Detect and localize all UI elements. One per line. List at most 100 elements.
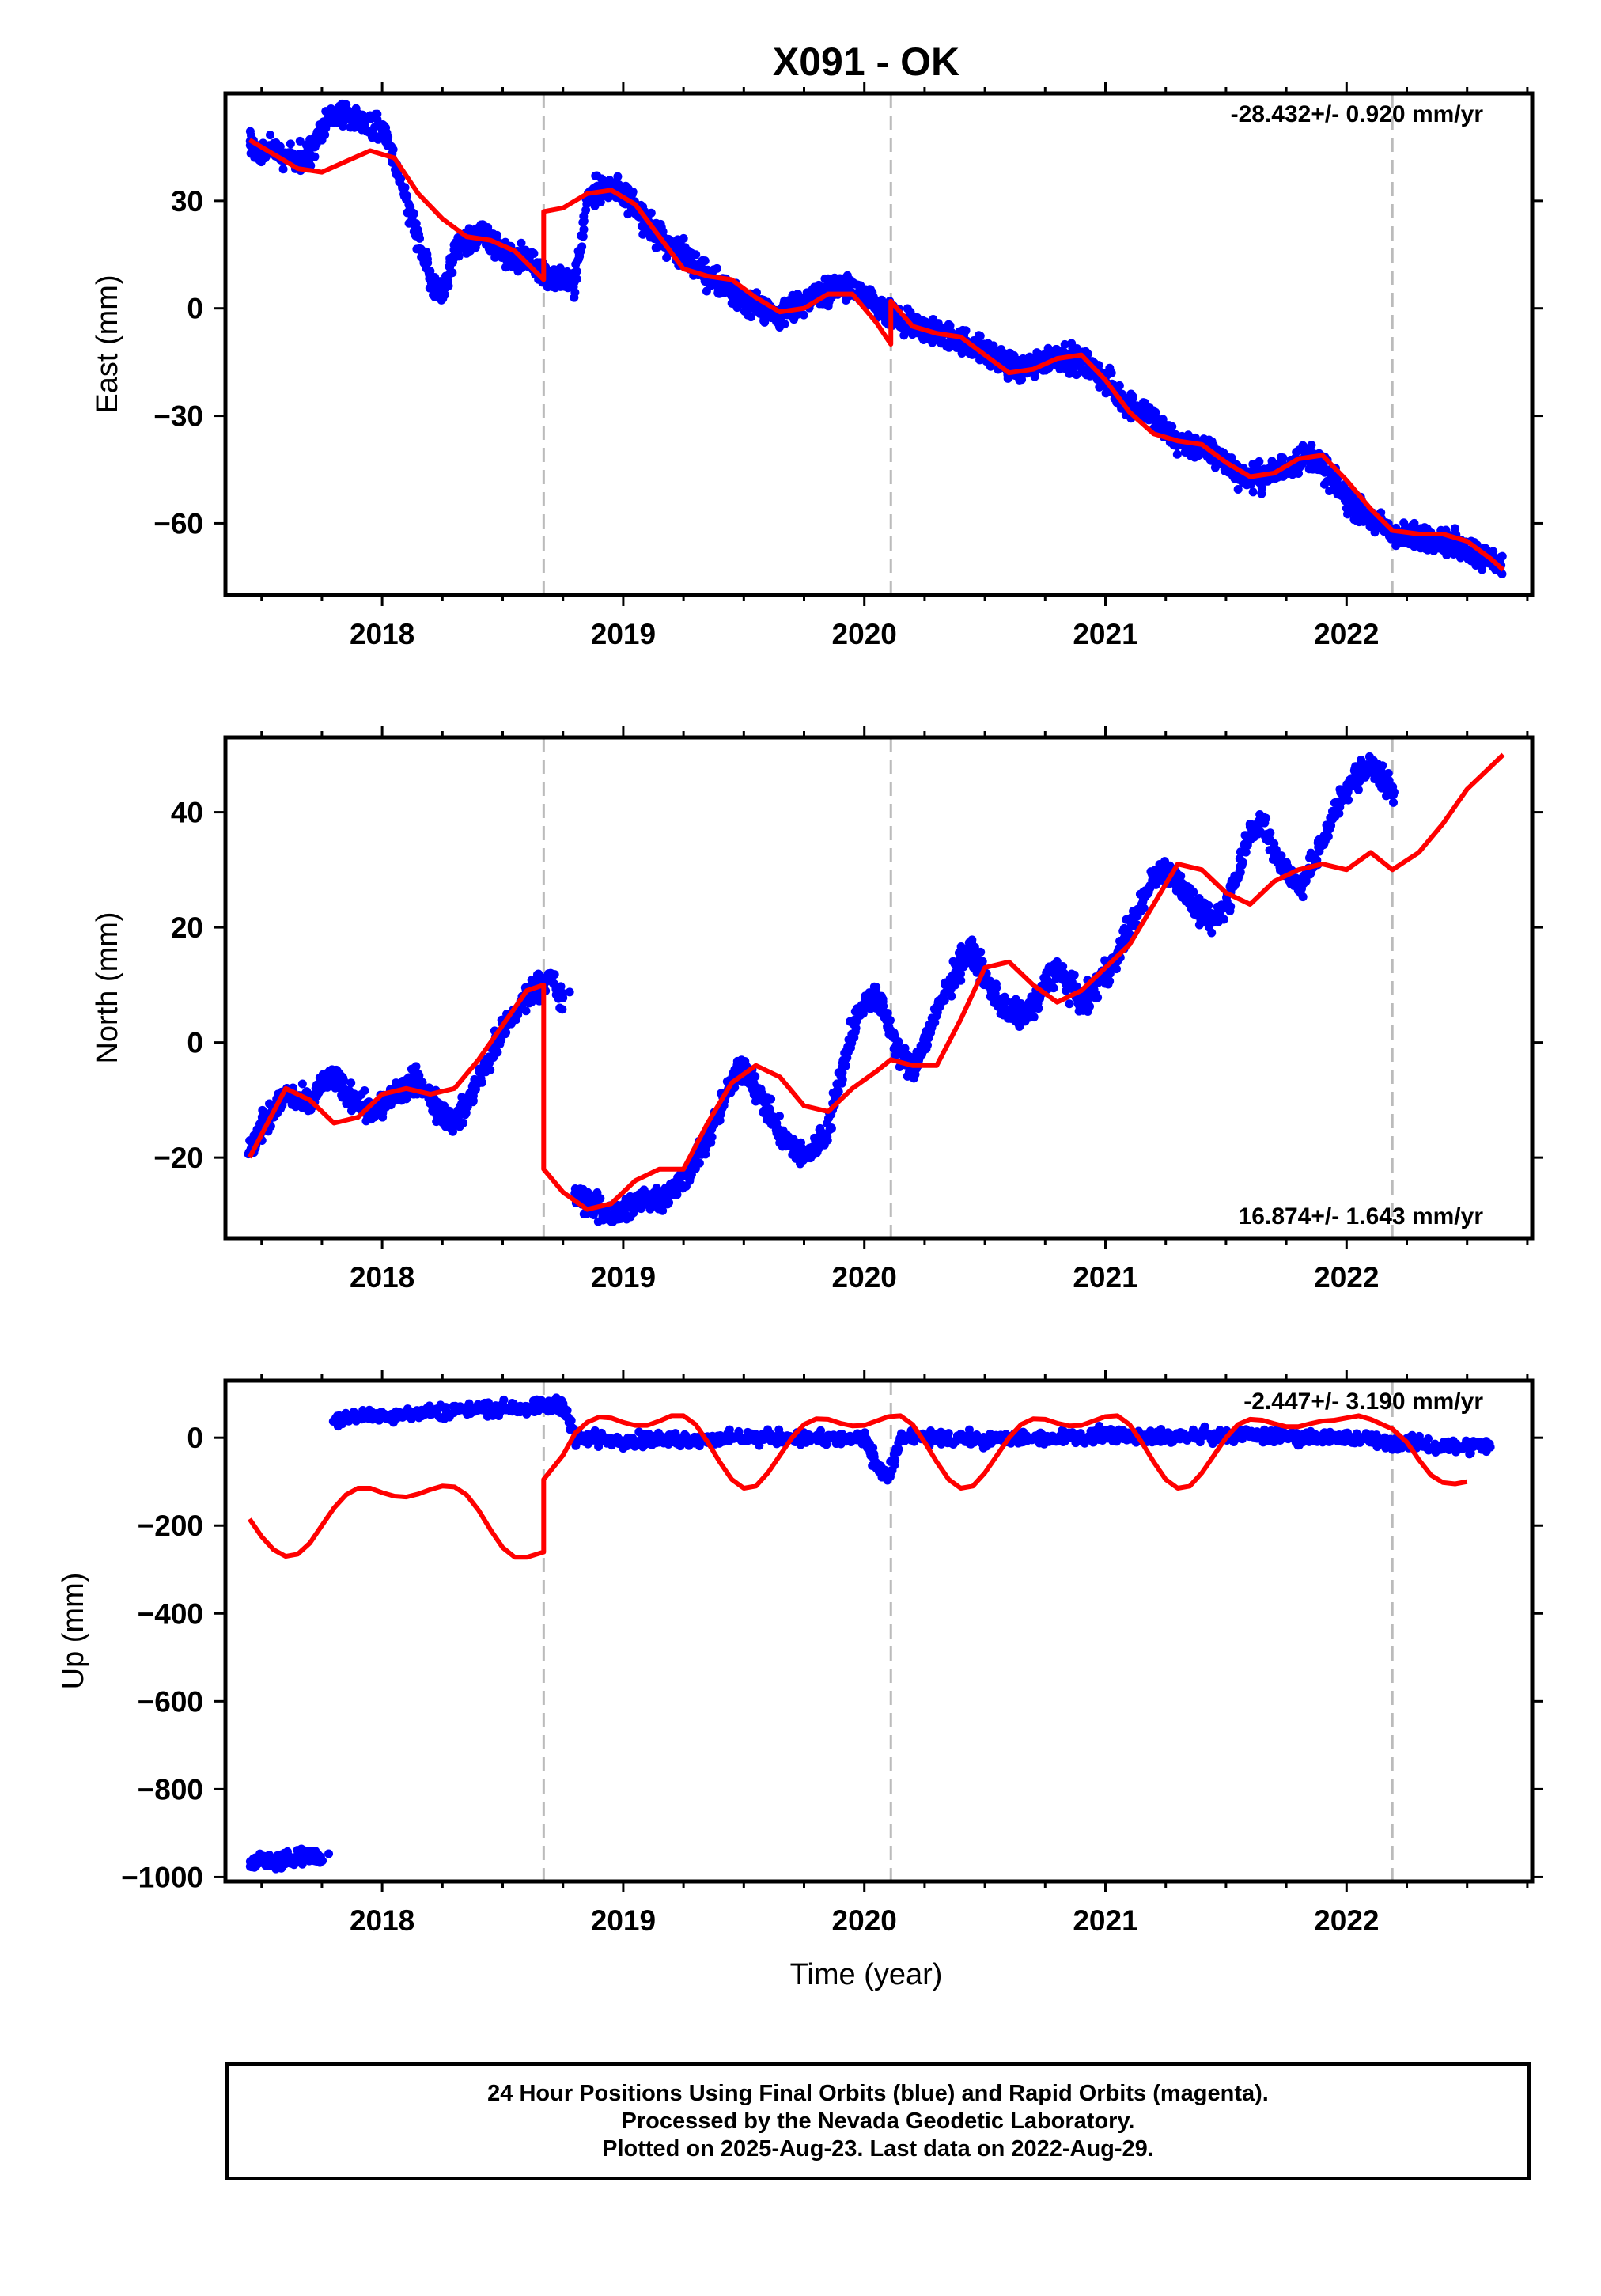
data-point	[1344, 795, 1353, 805]
y-axis-label: East (mm)	[91, 275, 124, 413]
data-point	[558, 1005, 567, 1014]
data-point	[1238, 858, 1247, 867]
data-point	[646, 208, 656, 218]
data-point	[909, 1074, 918, 1083]
data-point	[570, 288, 580, 297]
data-point	[749, 1078, 759, 1088]
data-point	[493, 1048, 502, 1057]
data-point	[1151, 407, 1160, 417]
data-point	[1327, 821, 1336, 831]
data-point	[415, 233, 425, 243]
data-point	[425, 1401, 434, 1411]
data-point	[572, 267, 581, 276]
data-point	[396, 174, 406, 184]
data-point	[823, 1135, 832, 1145]
data-point	[1489, 547, 1498, 556]
data-point	[793, 289, 803, 298]
data-point	[1247, 479, 1256, 489]
data-point	[448, 1127, 457, 1136]
data-point	[658, 227, 668, 237]
up-panel: 2018 2019 2020 2021 20220−200−400−600−800−10…	[57, 1370, 1543, 1937]
data-point	[558, 991, 567, 1000]
data-point	[775, 1112, 785, 1121]
data-point	[1383, 768, 1393, 778]
data-point	[411, 1062, 421, 1071]
data-point	[746, 313, 755, 322]
data-point	[1219, 915, 1228, 924]
data-point	[286, 139, 295, 149]
data-point	[310, 152, 320, 161]
data-point	[454, 252, 464, 261]
data-point	[1497, 551, 1507, 561]
data-point	[400, 183, 410, 192]
data-point	[448, 268, 457, 278]
data-point	[565, 987, 574, 997]
y-tick-label: −20	[153, 1142, 203, 1174]
data-point	[566, 1415, 576, 1425]
data-point	[1266, 828, 1275, 838]
data-point	[486, 1065, 495, 1074]
data-point	[883, 1009, 892, 1018]
plot-area	[245, 1393, 1495, 1874]
data-point	[956, 969, 965, 979]
data-point	[900, 1044, 910, 1053]
data-point	[1248, 487, 1258, 497]
data-point	[695, 1158, 704, 1168]
data-point	[1139, 904, 1149, 913]
data-point	[577, 242, 587, 252]
data-point	[1301, 876, 1311, 885]
data-point	[509, 1399, 518, 1408]
data-point	[1060, 339, 1069, 349]
data-point	[1207, 928, 1217, 938]
data-point	[1257, 483, 1266, 493]
data-point	[529, 248, 539, 258]
y-tick-label: 40	[171, 797, 203, 829]
x-tick-label: 2020	[832, 618, 897, 650]
data-point	[1298, 892, 1308, 902]
data-point	[582, 199, 592, 209]
data-point	[1107, 368, 1116, 377]
data-point	[1233, 484, 1243, 494]
data-point	[1262, 813, 1271, 823]
data-point	[1353, 785, 1363, 794]
data-point	[572, 275, 581, 284]
data-point	[1323, 832, 1333, 841]
plot-area	[244, 752, 1505, 1226]
data-point	[1307, 441, 1316, 450]
data-point	[930, 1017, 940, 1027]
data-point	[956, 976, 966, 985]
data-point	[1172, 449, 1182, 459]
data-point	[324, 1849, 334, 1858]
data-point	[975, 332, 985, 341]
data-point	[1278, 453, 1288, 463]
data-point	[1128, 392, 1137, 401]
data-point	[1497, 570, 1507, 579]
data-point	[459, 1118, 468, 1127]
data-point	[409, 209, 418, 218]
model-curve	[247, 752, 1505, 1212]
data-point	[664, 1198, 674, 1207]
data-point	[1168, 422, 1177, 431]
data-point	[1189, 888, 1198, 897]
data-point	[628, 188, 638, 197]
data-point	[461, 1108, 471, 1118]
data-point	[596, 197, 605, 206]
data-point	[275, 142, 285, 151]
data-point	[799, 310, 808, 320]
y-tick-label: 30	[171, 185, 203, 218]
data-point	[596, 1194, 605, 1203]
x-tick-label: 2022	[1314, 1261, 1379, 1294]
model-curve	[248, 138, 1505, 572]
x-tick-label: 2019	[591, 618, 656, 650]
y-tick-label: −30	[153, 400, 203, 433]
data-point	[679, 233, 688, 243]
data-point	[402, 191, 411, 200]
data-point	[827, 1123, 836, 1133]
data-point	[1389, 798, 1399, 807]
y-tick-label: −60	[153, 507, 203, 540]
data-point	[556, 982, 566, 991]
data-point	[838, 1074, 847, 1084]
data-point	[961, 326, 971, 335]
data-point	[579, 216, 589, 225]
